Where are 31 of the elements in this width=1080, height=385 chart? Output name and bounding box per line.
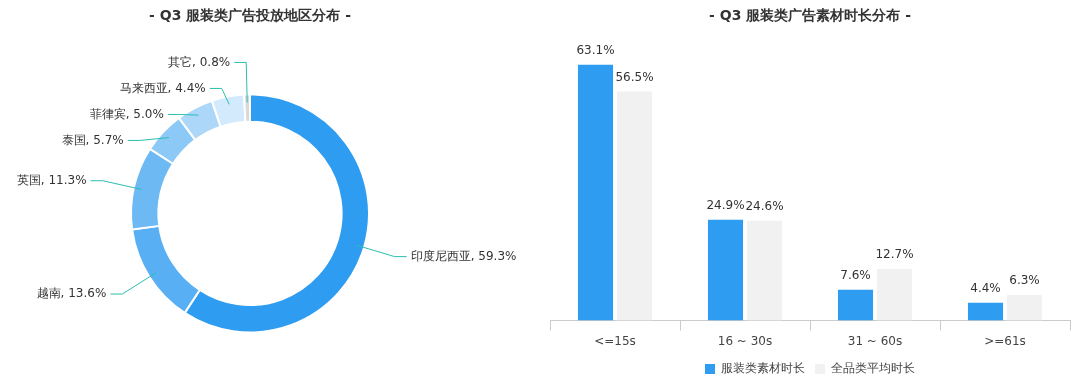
slice-label: 越南, 13.6%: [36, 286, 107, 301]
bar: [967, 302, 1004, 321]
slice-label: 英国, 11.3%: [16, 172, 87, 187]
slice-label: 印度尼西亚, 59.3%: [410, 248, 517, 263]
data-label: 24.6%: [745, 198, 784, 213]
data-label: 6.3%: [1009, 273, 1040, 288]
x-tick-label: 31 ~ 60s: [847, 333, 903, 348]
slice-label: 泰国, 5.7%: [61, 132, 124, 147]
data-label: 4.4%: [970, 280, 1001, 295]
data-label: 24.9%: [706, 197, 745, 212]
legend-label: 服装类素材时长: [721, 361, 805, 376]
chart-title: - Q3 服装类广告素材时长分布 -: [709, 7, 912, 24]
bar: [746, 220, 783, 321]
data-label: 63.1%: [576, 42, 615, 57]
slice-label: 马来西亚, 4.4%: [119, 80, 206, 95]
bar: [616, 91, 653, 321]
x-tick-label: >=61s: [984, 333, 1026, 348]
data-label: 56.5%: [615, 69, 654, 84]
slice-label: 菲律宾, 5.0%: [89, 106, 164, 121]
bar: [876, 269, 913, 321]
bar: [837, 289, 874, 321]
bar: [1006, 295, 1043, 321]
bar: [577, 64, 614, 321]
legend-label: 全品类平均时长: [831, 361, 915, 376]
data-label: 7.6%: [840, 267, 871, 282]
chart-title: - Q3 服装类广告投放地区分布 -: [149, 7, 352, 24]
slice-label: 其它, 0.8%: [168, 54, 231, 69]
bar: [707, 219, 744, 321]
x-tick-label: 16 ~ 30s: [717, 333, 773, 348]
data-label: 12.7%: [875, 247, 914, 262]
x-tick-label: <=15s: [594, 333, 636, 348]
